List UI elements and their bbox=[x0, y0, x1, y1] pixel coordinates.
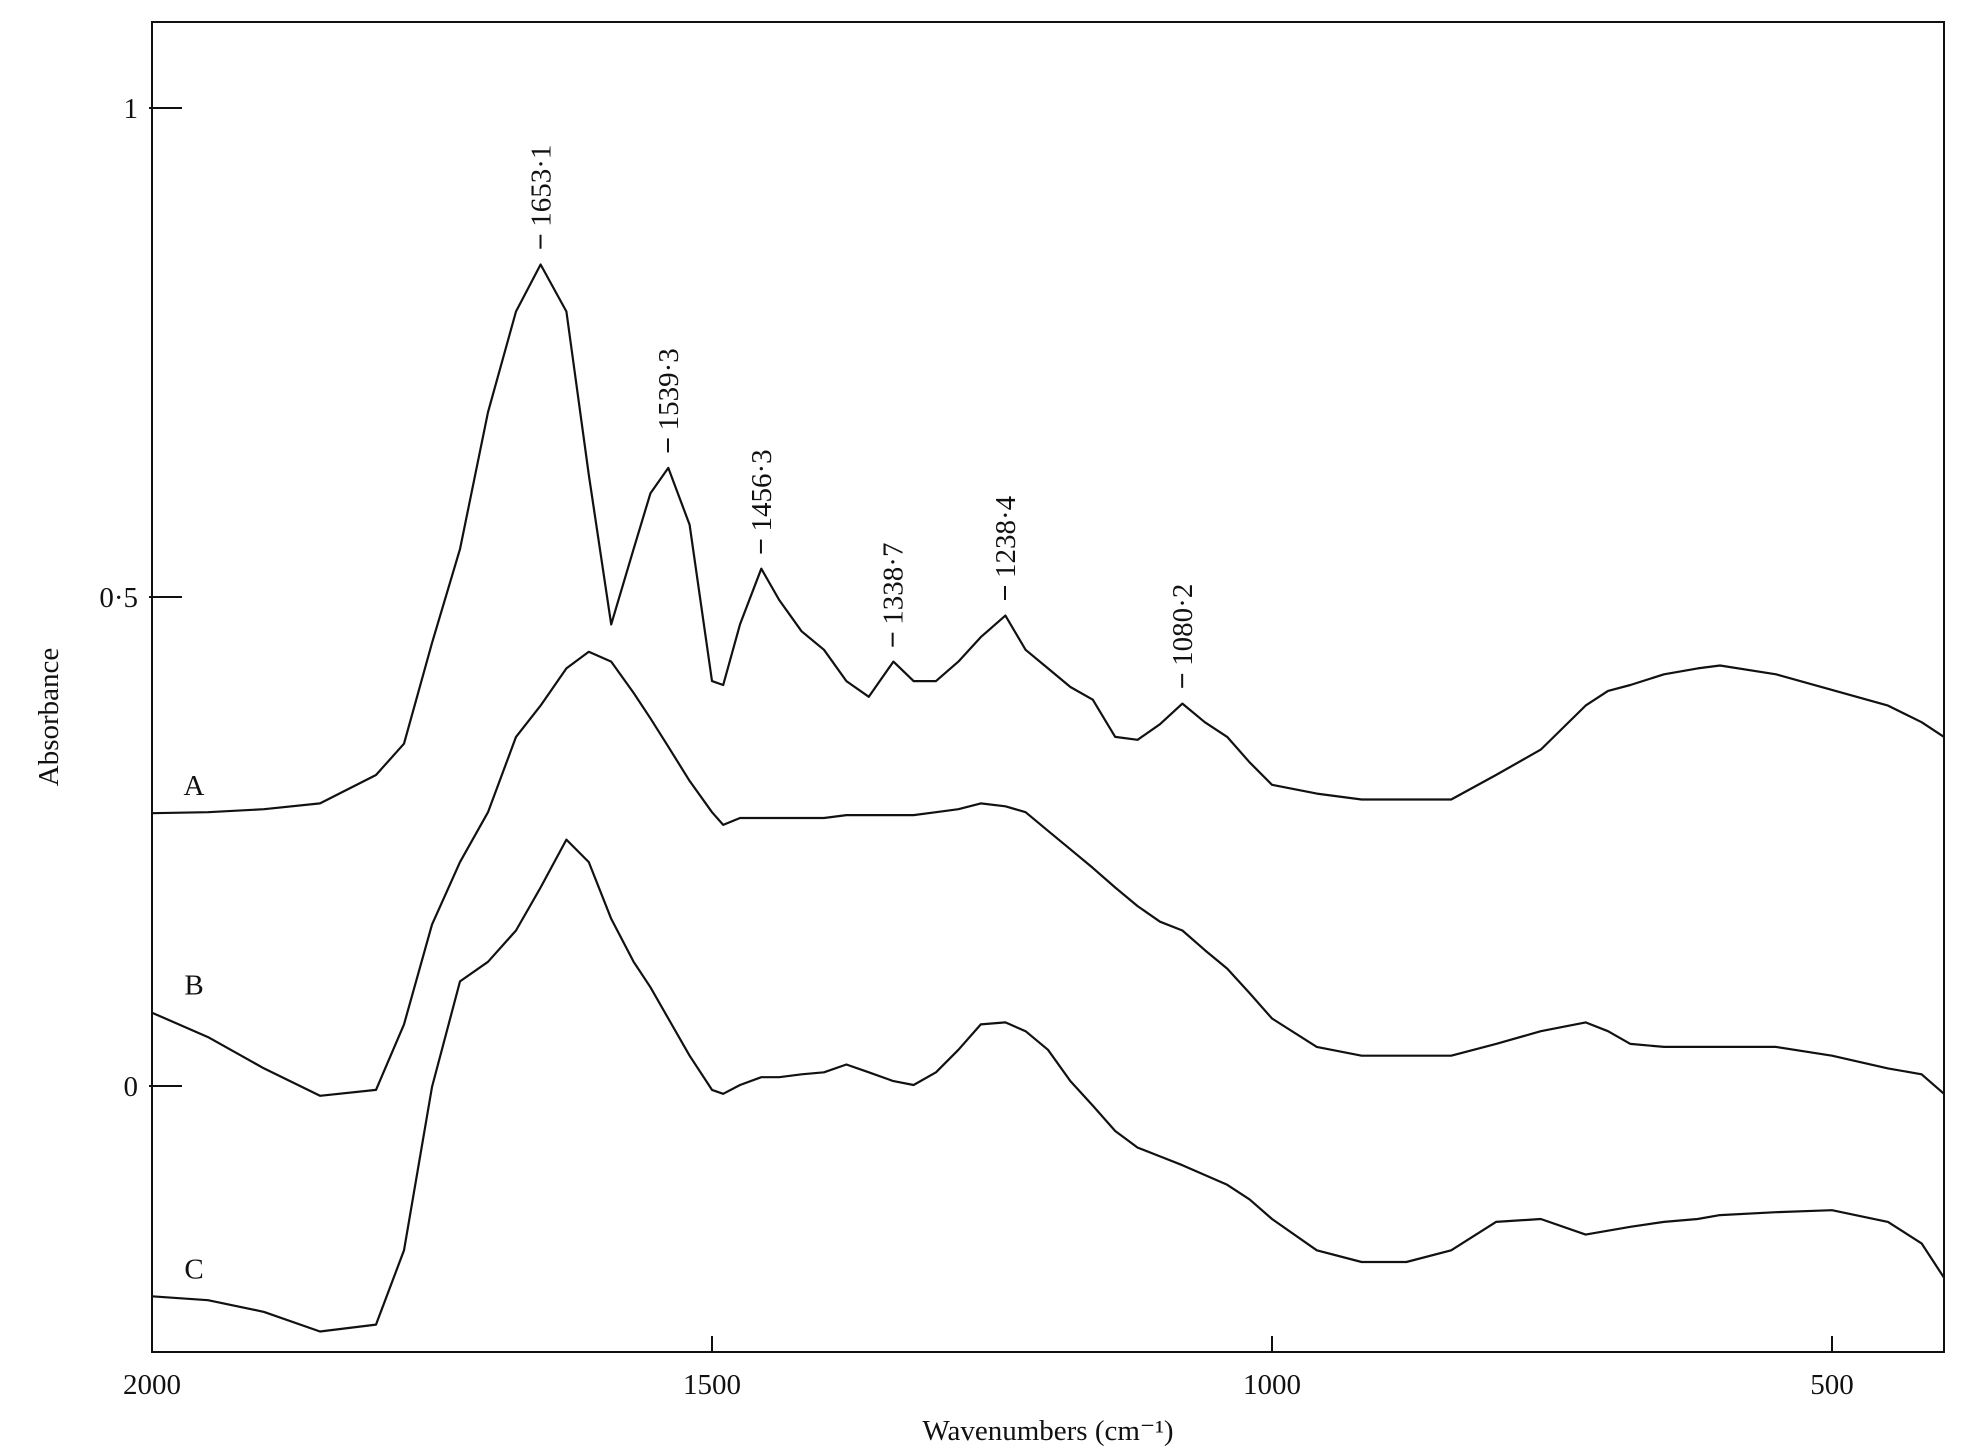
series-label: C bbox=[184, 1253, 203, 1285]
annotation: 1456·3 bbox=[746, 449, 778, 531]
x-axis-label: Wavenumbers (cm⁻¹) bbox=[922, 1415, 1173, 1447]
series-label: A bbox=[184, 770, 205, 802]
annotation: 1238·4 bbox=[990, 495, 1022, 578]
series-line bbox=[151, 263, 1945, 815]
x-tick-label: 1500 bbox=[683, 1369, 741, 1401]
x-tick-label: 2000 bbox=[123, 1369, 181, 1401]
y-tick-label: 0·5 bbox=[99, 582, 138, 614]
x-tick-label: 500 bbox=[1810, 1369, 1854, 1401]
y-tick-label: 1 bbox=[124, 93, 139, 125]
annotation: 1338·7 bbox=[878, 543, 910, 625]
y-tick-label: 0 bbox=[124, 1071, 139, 1103]
plot-frame bbox=[151, 21, 1945, 1353]
x-tick-label: 1000 bbox=[1243, 1369, 1301, 1401]
series-label: B bbox=[184, 970, 203, 1002]
annotation: 1653·1 bbox=[526, 145, 558, 227]
series-line bbox=[151, 838, 1945, 1333]
y-axis-label: Absorbance bbox=[33, 648, 65, 787]
annotation: 1080·2 bbox=[1167, 584, 1199, 666]
series-line bbox=[151, 650, 1945, 1097]
annotation: 1539·3 bbox=[653, 348, 685, 430]
